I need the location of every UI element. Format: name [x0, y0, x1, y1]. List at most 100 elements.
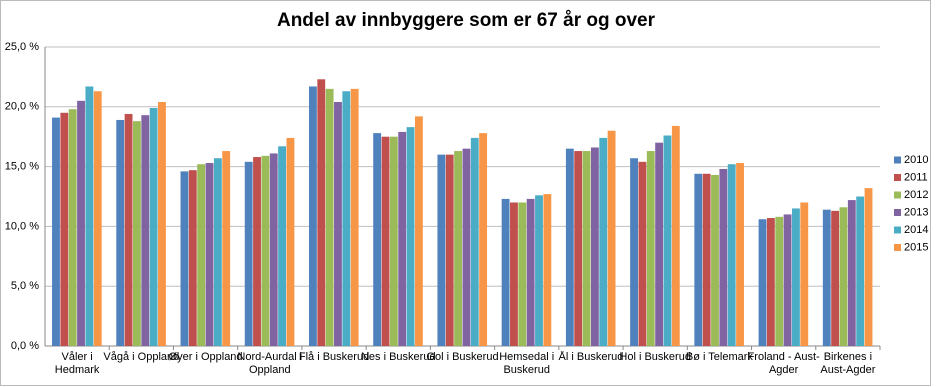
- bar: [188, 170, 197, 346]
- bar: [800, 202, 809, 346]
- bar: [792, 208, 800, 346]
- bar: [373, 133, 382, 346]
- bar: [244, 161, 253, 346]
- legend-label: 2015: [904, 241, 928, 253]
- bar: [831, 210, 840, 346]
- bar: [278, 146, 287, 346]
- bar: [630, 158, 638, 346]
- bar: [719, 168, 728, 346]
- bar: [510, 202, 518, 346]
- x-tick-label: Birkenes i Aust-Agder: [820, 351, 876, 376]
- bar: [197, 164, 206, 346]
- x-tick-label: Hol i Buskerud: [619, 351, 691, 363]
- bar: [607, 130, 616, 346]
- bar: [222, 151, 231, 346]
- bar: [261, 155, 270, 346]
- bar: [77, 100, 85, 346]
- x-tick-label-box: Ål i Buskerud: [558, 351, 624, 363]
- x-tick-label-box: Gol i Buskerud: [426, 351, 499, 363]
- legend-swatch: [894, 244, 901, 251]
- x-tick-label: Ål i Buskerud: [558, 351, 624, 363]
- bar: [711, 174, 719, 346]
- bar: [93, 91, 102, 346]
- bar: [124, 113, 133, 346]
- y-tick-label: 5,0 %: [11, 280, 39, 292]
- bar: [775, 216, 784, 346]
- bar: [822, 209, 831, 346]
- x-tick-label-box: Nord-Aurdal i Oppland: [237, 351, 303, 376]
- x-tick-label: Nes i Buskerud: [360, 351, 436, 363]
- bar: [325, 88, 334, 347]
- bar: [317, 79, 326, 347]
- x-tick-label: Øyer i Oppland: [168, 351, 243, 363]
- x-tick-label: Froland - Aust-Agder: [747, 351, 820, 376]
- bar: [638, 161, 647, 346]
- x-tick-label: Flå i Buskerud: [298, 351, 370, 363]
- bar: [342, 91, 351, 346]
- bar: [116, 119, 125, 347]
- bar: [766, 218, 775, 346]
- bar: [727, 164, 736, 346]
- bar: [253, 157, 261, 346]
- legend-swatch: [894, 191, 901, 199]
- bar: [454, 151, 462, 346]
- bar: [847, 200, 856, 346]
- x-tick-label-box: Flå i Buskerud: [298, 351, 370, 363]
- bar: [286, 137, 295, 346]
- bar: [590, 147, 599, 346]
- bar: [470, 137, 479, 346]
- legend-label: 2011: [904, 171, 928, 183]
- bar: [68, 109, 77, 346]
- x-tick-label: Gol i Buskerud: [426, 351, 499, 363]
- bar: [85, 86, 94, 346]
- bar: [758, 219, 767, 346]
- bar: [437, 154, 446, 346]
- x-tick-label-box: Bø i Telemark: [685, 351, 753, 363]
- x-tick-label-box: Hol i Buskerud: [619, 351, 691, 363]
- bar: [445, 154, 454, 346]
- legend-label: 2014: [904, 224, 928, 236]
- legend-label: 2012: [904, 189, 928, 201]
- legend-label: 2010: [904, 154, 928, 166]
- legend-label: 2013: [904, 206, 928, 218]
- bar: [574, 151, 583, 346]
- bar: [132, 121, 141, 346]
- x-tick-label-box: Hemsedal i Buskerud: [499, 351, 554, 376]
- bar: [565, 148, 574, 346]
- bar: [783, 214, 792, 346]
- y-tick-label: 10,0 %: [5, 220, 39, 232]
- bar: [671, 125, 680, 346]
- bar: [543, 194, 552, 346]
- bar: [599, 137, 608, 346]
- bar: [702, 173, 711, 346]
- y-tick-label: 20,0 %: [5, 101, 39, 113]
- bar: [350, 88, 359, 347]
- x-tick-label-box: Birkenes i Aust-Agder: [820, 351, 876, 376]
- bar: [414, 116, 423, 346]
- chart-title: Andel av innbyggere som er 67 år og over: [277, 10, 656, 31]
- bar: [52, 117, 60, 347]
- bar: [269, 153, 278, 346]
- bar: [646, 151, 655, 346]
- legend-swatch: [894, 226, 901, 234]
- bar: [839, 207, 848, 346]
- x-tick-label-box: Øyer i Oppland: [168, 351, 243, 363]
- bar: [518, 202, 527, 346]
- y-tick-label: 15,0 %: [5, 161, 39, 173]
- x-tick-label-box: Vågå i Oppland: [103, 351, 180, 363]
- x-tick-label: Bø i Telemark: [685, 351, 753, 363]
- bar: [381, 136, 390, 346]
- bar: [149, 107, 158, 346]
- x-tick-label: Nord-Aurdal i Oppland: [237, 351, 303, 376]
- x-tick-label: Vågå i Oppland: [103, 351, 180, 363]
- legend-swatch: [894, 156, 901, 164]
- bar: [308, 86, 317, 346]
- bar: [60, 112, 69, 346]
- bar: [582, 151, 591, 346]
- x-tick-label-box: Nes i Buskerud: [360, 351, 436, 363]
- bar: [213, 158, 222, 346]
- bar: [398, 131, 407, 346]
- bar: [389, 136, 398, 346]
